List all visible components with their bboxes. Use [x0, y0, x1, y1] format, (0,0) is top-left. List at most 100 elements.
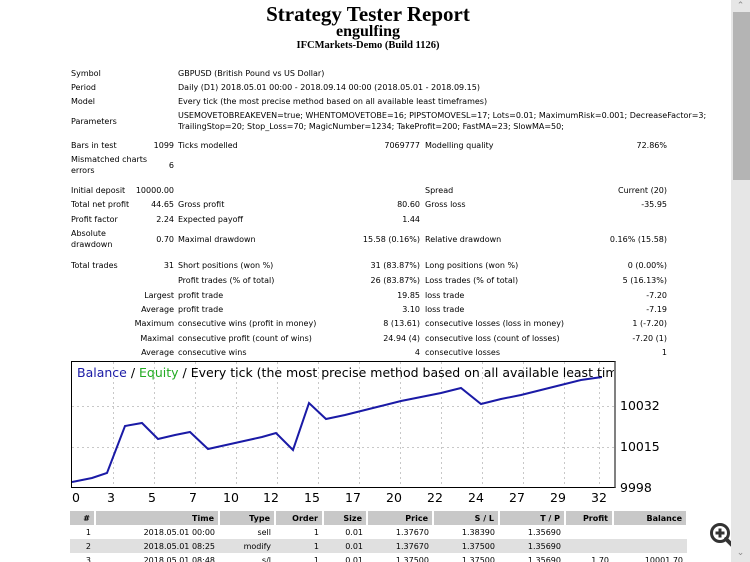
- cell-price: 1.37670: [395, 527, 429, 537]
- legend-equity: Equity: [139, 365, 179, 380]
- cell-sl: 1.37500: [461, 555, 495, 562]
- server-build: IFCMarkets-Demo (Build 1126): [296, 40, 440, 51]
- ticks-label: Ticks modelled: [178, 141, 238, 150]
- balance-chart-plot: [72, 362, 614, 487]
- maximal-loss-value: -7.20 (1): [632, 334, 667, 343]
- cell-time: 2018.05.01 00:00: [143, 527, 215, 537]
- net-profit-value: 44.65: [151, 200, 174, 209]
- x-tick: 12: [263, 490, 279, 505]
- trades-table: # Time Type Order Size Price S / L T / P…: [70, 511, 688, 562]
- cell-balance: 10001.70: [644, 555, 683, 562]
- y-tick: 10015: [620, 439, 660, 454]
- cell-price: 1.37500: [395, 555, 429, 562]
- gross-loss-label: Gross loss: [425, 200, 466, 209]
- x-tick: 32: [591, 490, 607, 505]
- expected-payoff-value: 1.44: [402, 215, 420, 224]
- balance-line: [72, 376, 603, 483]
- average-profit-value: 3.10: [402, 305, 420, 314]
- long-value: 0 (0.00%): [627, 261, 667, 270]
- cell-balance: [613, 525, 687, 539]
- cell-sl: 1.37500: [433, 539, 499, 553]
- abs-dd-label-1: Absolute: [71, 229, 106, 238]
- spread-value: Current (20): [617, 186, 667, 195]
- loss-trades-value: 5 (16.13%): [622, 276, 667, 285]
- max-wins-label: consecutive wins (profit in money): [178, 319, 317, 328]
- report-title: Strategy Tester Report: [266, 2, 470, 26]
- deposit-label: Initial deposit: [71, 186, 126, 195]
- x-tick: 22: [427, 490, 443, 505]
- vertical-scrollbar[interactable]: ⌃ ⌄: [731, 0, 750, 562]
- max-losses-value: 1 (-7.20): [632, 319, 667, 328]
- cell-time: 2018.05.01 08:48: [143, 555, 215, 562]
- bars-value: 1099: [153, 141, 174, 150]
- col-size: Size: [323, 511, 368, 525]
- table-row: 2 2018.05.01 08:25 modify 1 0.01 1.37670…: [70, 539, 687, 553]
- abs-dd-value: 0.70: [156, 235, 174, 244]
- cell-number: 3: [85, 555, 91, 562]
- x-tick: 29: [550, 490, 566, 505]
- largest-profit-label: profit trade: [178, 291, 224, 300]
- profit-factor-value: 2.24: [156, 215, 174, 224]
- col-price: Price: [367, 511, 434, 525]
- col-profit: Profit: [565, 511, 614, 525]
- chart-subtitle: / Every tick (the most precise method ba…: [182, 365, 614, 380]
- avg-losses-label: consecutive losses: [425, 348, 501, 357]
- scroll-up-arrow-icon[interactable]: ⌃: [736, 1, 745, 11]
- model-value: Every tick (the most precise method base…: [178, 97, 488, 106]
- rel-dd-label: Relative drawdown: [425, 235, 502, 244]
- col-balance: Balance: [613, 511, 688, 525]
- col-time: Time: [95, 511, 220, 525]
- expected-payoff-label: Expected payoff: [178, 215, 243, 224]
- net-profit-label: Total net profit: [71, 200, 130, 209]
- cell-sl: 1.38390: [461, 527, 495, 537]
- profit-trades-label: Profit trades (% of total): [178, 276, 275, 285]
- x-tick: 10: [223, 490, 239, 505]
- average-profit-label: profit trade: [178, 305, 224, 314]
- chart-title: Balance / Equity / Every tick (the most …: [77, 365, 614, 380]
- quality-value: 72.86%: [636, 141, 667, 150]
- cell-order: 1: [313, 527, 319, 537]
- avg-wins-value: 4: [414, 348, 420, 357]
- short-value: 31 (83.87%): [370, 261, 420, 270]
- maximal-profit-label: consecutive profit (count of wins): [178, 334, 312, 343]
- scrollbar-thumb[interactable]: [733, 12, 750, 180]
- cell-size: 0.01: [345, 555, 363, 562]
- cell-tp: 1.35690: [499, 539, 565, 553]
- total-trades-label: Total trades: [71, 261, 118, 270]
- x-tick: 3: [107, 490, 115, 505]
- symbol-value: GBPUSD (British Pound vs US Dollar): [178, 69, 325, 78]
- average-loss-label: loss trade: [425, 305, 465, 314]
- x-tick: 17: [345, 490, 361, 505]
- period-value: Daily (D1) 2018.05.01 00:00 - 2018.09.14…: [178, 83, 480, 92]
- long-label: Long positions (won %): [425, 261, 519, 270]
- largest-profit-value: 19.85: [397, 291, 420, 300]
- x-tick: 7: [189, 490, 197, 505]
- cell-order: 1: [313, 555, 319, 562]
- avg-wins-label: consecutive wins: [178, 348, 247, 357]
- cell-type: modify: [219, 539, 275, 553]
- cell-tp: 1.35690: [527, 555, 561, 562]
- col-order: Order: [275, 511, 324, 525]
- parameters-line2: TrailingStop=20; Stop_Loss=70; MagicNumb…: [178, 122, 564, 131]
- cell-size: 0.01: [345, 527, 363, 537]
- table-header-row: # Time Type Order Size Price S / L T / P…: [70, 511, 688, 525]
- y-tick: 9998: [620, 480, 652, 495]
- scroll-down-arrow-icon[interactable]: ⌄: [736, 548, 745, 558]
- cell-balance: [613, 539, 687, 553]
- max-wins-value: 8 (13.61): [383, 319, 420, 328]
- parameters-line1: USEMOVETOBREAKEVEN=true; WHENTOMOVETOBE=…: [178, 111, 707, 120]
- profit-factor-label: Profit factor: [71, 215, 118, 224]
- profit-trades-value: 26 (83.87%): [370, 276, 420, 285]
- cell-number: 1: [85, 527, 91, 537]
- cell-price: 1.37670: [367, 539, 433, 553]
- bars-label: Bars in test: [71, 141, 117, 150]
- avg-losses-value: 1: [661, 348, 667, 357]
- avg-consecutive-label: Average: [141, 348, 174, 357]
- table-row: 1 2018.05.01 00:00 sell 1 0.01 1.37670 1…: [70, 525, 687, 539]
- total-trades-value: 31: [163, 261, 174, 270]
- cell-profit: [565, 539, 613, 553]
- cell-profit: [565, 525, 613, 539]
- cell-tp: 1.35690: [527, 527, 561, 537]
- col-sl: S / L: [433, 511, 500, 525]
- largest-loss-label: loss trade: [425, 291, 465, 300]
